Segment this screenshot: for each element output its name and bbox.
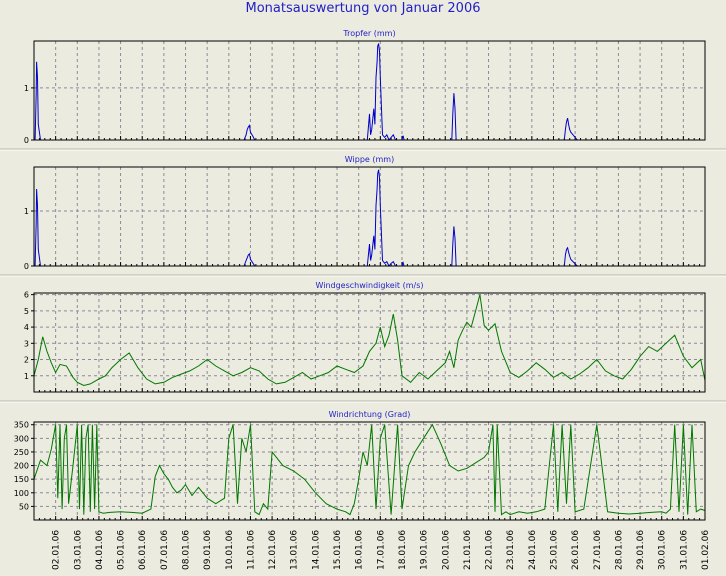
x-tick-label: 19.01.06 [420,530,430,570]
series-line [34,43,578,141]
panel-4: 50 100 150 200 250 300 350 Windrichtung (Grad) [14,410,706,521]
x-tick-label: 23.01.06 [506,530,516,570]
x-tick-label: 06.01.06 [138,530,148,570]
chart-panels: 0 1 Tropfer (mm) 0 1 Wippe (mm) 1 2 3 4 5 6 Windgesc… [14,29,706,521]
plot-area [34,293,705,392]
y-tick-label: 150 [14,475,29,484]
x-tick-label: 07.01.06 [160,530,170,570]
plot-area [34,41,705,140]
panel-title: Windrichtung (Grad) [329,410,411,419]
x-tick-label: 31.01.06 [679,530,689,570]
x-tick-label: 14.01.06 [311,530,321,570]
x-tick-label: 17.01.06 [376,530,386,570]
panel-title: Wippe (mm) [345,155,394,164]
x-tick-label: 01.02.06 [701,530,711,570]
x-tick-label: 27.01.06 [593,530,603,570]
x-tick-label: 29.01.06 [636,530,646,570]
y-tick-label: 250 [14,448,29,457]
plot-frame [33,166,706,267]
panel-1: 0 1 Tropfer (mm) [24,29,706,145]
y-tick-label: 5 [24,307,29,316]
x-tick-label: 11.01.06 [246,530,256,570]
panel-separators [0,148,726,403]
y-tick-label: 50 [19,502,29,511]
x-axis: 02.01.06 03.01.06 04.01.06 05.01.06 06.01.06… [52,530,711,570]
x-tick-label: 12.01.06 [268,530,278,570]
panel-2: 0 1 Wippe (mm) [24,155,706,271]
plot-frame [33,292,706,393]
x-tick-label: 08.01.06 [182,530,192,570]
y-tick-label: 100 [14,489,29,498]
y-tick-label: 2 [24,356,29,365]
x-tick-label: 10.01.06 [225,530,235,570]
y-tick-label: 350 [14,421,29,430]
series-line [33,294,706,387]
x-tick-label: 22.01.06 [485,530,495,570]
x-tick-label: 21.01.06 [463,530,473,570]
x-tick-label: 20.01.06 [441,530,451,570]
y-tick-label: 1 [24,84,29,93]
y-tick-label: 4 [24,323,29,332]
y-tick-label: 0 [24,262,29,271]
y-tick-label: 200 [14,462,29,471]
chart-main-title: Monatsauswertung von Januar 2006 [245,1,481,16]
x-tick-label: 16.01.06 [355,530,365,570]
plot-area [34,422,705,520]
series-line [34,169,578,267]
x-tick-label: 30.01.06 [658,530,668,570]
x-tick-label: 04.01.06 [95,530,105,570]
x-tick-label: 24.01.06 [528,530,538,570]
panel-3: 1 2 3 4 5 6 Windgeschwindigkeit (m/s) [24,281,706,393]
x-tick-label: 18.01.06 [398,530,408,570]
x-tick-label: 26.01.06 [571,530,581,570]
x-tick-label: 15.01.06 [333,530,343,570]
x-tick-label: 13.01.06 [290,530,300,570]
x-tick-label: 05.01.06 [117,530,127,570]
panel-title: Windgeschwindigkeit (m/s) [315,281,423,290]
y-tick-label: 6 [24,291,29,300]
plot-frame [33,40,706,141]
y-tick-label: 0 [24,136,29,145]
x-tick-label: 25.01.06 [549,530,559,570]
y-tick-label: 1 [24,207,29,216]
panel-title: Tropfer (mm) [342,29,395,38]
x-tick-label: 28.01.06 [614,530,624,570]
x-tick-label: 02.01.06 [52,530,62,570]
y-tick-label: 300 [14,434,29,443]
x-tick-label: 03.01.06 [73,530,83,570]
plot-frame [33,421,706,521]
y-tick-label: 1 [24,372,29,381]
y-tick-label: 3 [24,339,29,348]
series-line [33,423,706,516]
x-tick-label: 09.01.06 [203,530,213,570]
